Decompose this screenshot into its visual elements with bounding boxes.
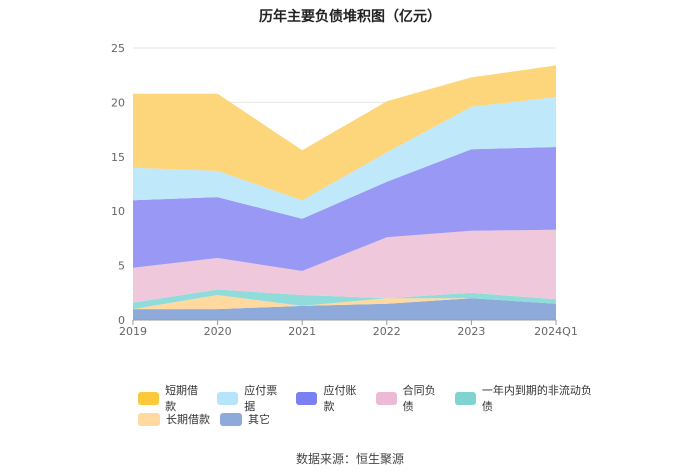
legend-swatch: [217, 391, 239, 405]
legend-swatch: [454, 391, 476, 405]
legend: 短期借款 应付票据 应付账款 合同负债 一年内到期的非流动负债长期借款 其它: [138, 384, 608, 430]
legend-item[interactable]: 短期借款: [138, 382, 207, 414]
legend-swatch: [138, 391, 160, 405]
legend-label: 长期借款: [166, 413, 210, 426]
area-series: [133, 229, 556, 303]
legend-item[interactable]: 应付账款: [296, 382, 365, 414]
source-note: 数据来源：恒生聚源: [295, 452, 404, 466]
y-tick-label: 5: [118, 260, 125, 273]
legend-label: 短期借款: [165, 384, 199, 413]
area-series: [133, 97, 556, 219]
legend-row: 短期借款 应付票据 应付账款 合同负债 一年内到期的非流动负债: [138, 384, 608, 413]
legend-item[interactable]: 合同负债: [375, 382, 445, 414]
y-tick-label: 10: [111, 205, 125, 218]
legend-row: 长期借款 其它: [138, 409, 608, 429]
y-tick-label: 20: [111, 96, 125, 109]
legend-label: 其它: [248, 413, 270, 426]
area-series: [133, 298, 556, 320]
x-tick-label: 2019: [119, 325, 147, 338]
legend-label: 一年内到期的非流动负债: [481, 384, 592, 413]
area-series: [133, 65, 556, 201]
legend-swatch: [296, 391, 318, 405]
legend-label: 合同负债: [402, 384, 436, 413]
legend-item[interactable]: 其它: [220, 411, 270, 427]
area-series: [133, 147, 556, 271]
area-series: [133, 289, 556, 310]
chart-title: 历年主要负债堆积图（亿元）: [259, 9, 441, 25]
y-tick-label: 25: [111, 42, 125, 55]
legend-label: 应付票据: [244, 384, 278, 413]
legend-swatch: [375, 391, 397, 405]
legend-item[interactable]: 一年内到期的非流动负债: [454, 382, 598, 414]
legend-swatch: [138, 412, 160, 426]
legend-item[interactable]: 长期借款: [138, 411, 210, 427]
x-tick-label: 2024Q1: [534, 325, 578, 338]
x-tick-label: 2023: [457, 325, 485, 338]
legend-label: 应付账款: [323, 384, 357, 413]
x-tick-label: 2020: [204, 325, 232, 338]
x-tick-label: 2022: [373, 325, 401, 338]
area-series: [133, 295, 556, 310]
y-tick-label: 15: [111, 151, 125, 164]
legend-item[interactable]: 应付票据: [217, 382, 286, 414]
legend-swatch: [220, 412, 242, 426]
x-tick-label: 2021: [288, 325, 316, 338]
y-tick-label: 0: [118, 314, 125, 327]
